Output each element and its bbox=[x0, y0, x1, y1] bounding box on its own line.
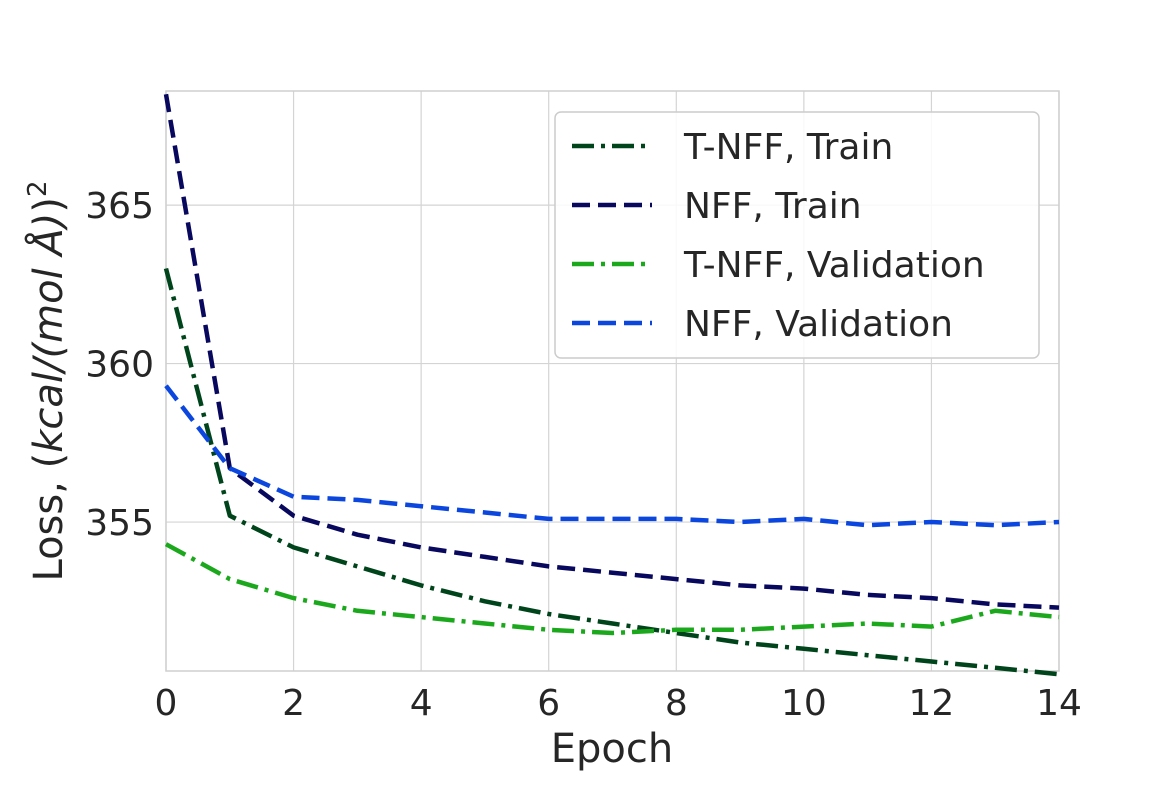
legend-label-4: NFF, Validation bbox=[684, 304, 953, 345]
x-tick-label: 8 bbox=[665, 683, 688, 724]
y-axis-label-group: Loss, (kcal/(mol Å))2 bbox=[23, 180, 72, 581]
x-tick-label: 2 bbox=[282, 683, 305, 724]
series-line-4 bbox=[164, 384, 1060, 528]
y-tick-label: 360 bbox=[85, 345, 154, 386]
y-tick-label: 365 bbox=[85, 186, 154, 227]
series-line-2 bbox=[163, 93, 1060, 610]
y-axis-label: Loss, (kcal/(mol Å))2 bbox=[23, 180, 72, 581]
x-tick-label: 10 bbox=[781, 683, 827, 724]
series-line-3 bbox=[164, 542, 1060, 636]
y-tick-labels: 355 360 365 bbox=[85, 186, 154, 544]
legend-label-1: T-NFF, Train bbox=[683, 127, 893, 168]
legend: T-NFF, Train NFF, Train T-NFF, Validation N… bbox=[554, 111, 1040, 359]
legend-label-2: NFF, Train bbox=[684, 186, 862, 227]
x-tick-label: 0 bbox=[155, 683, 178, 724]
legend-label-3: T-NFF, Validation bbox=[683, 245, 985, 286]
series-line-1 bbox=[163, 267, 1060, 677]
x-tick-label: 6 bbox=[537, 683, 560, 724]
y-axis-label-exponent: 2 bbox=[23, 180, 53, 197]
x-tick-label: 14 bbox=[1036, 683, 1082, 724]
x-tick-label: 12 bbox=[909, 683, 955, 724]
x-tick-label: 4 bbox=[410, 683, 433, 724]
plot-frame bbox=[165, 90, 1060, 672]
y-axis-label-prefix: Loss, ( bbox=[26, 453, 72, 582]
y-axis-label-units: kcal/(mol Å) bbox=[24, 213, 72, 453]
legend-entries: T-NFF, Train NFF, Train T-NFF, Validation N… bbox=[572, 127, 985, 345]
series-lines bbox=[163, 93, 1060, 677]
y-tick-label: 355 bbox=[85, 503, 154, 544]
legend-box bbox=[554, 111, 1040, 359]
y-axis-label-suffix: ) bbox=[26, 197, 72, 213]
x-tick-labels: 0 2 4 6 8 10 12 14 bbox=[155, 683, 1082, 724]
x-axis-label: Epoch bbox=[551, 726, 673, 772]
